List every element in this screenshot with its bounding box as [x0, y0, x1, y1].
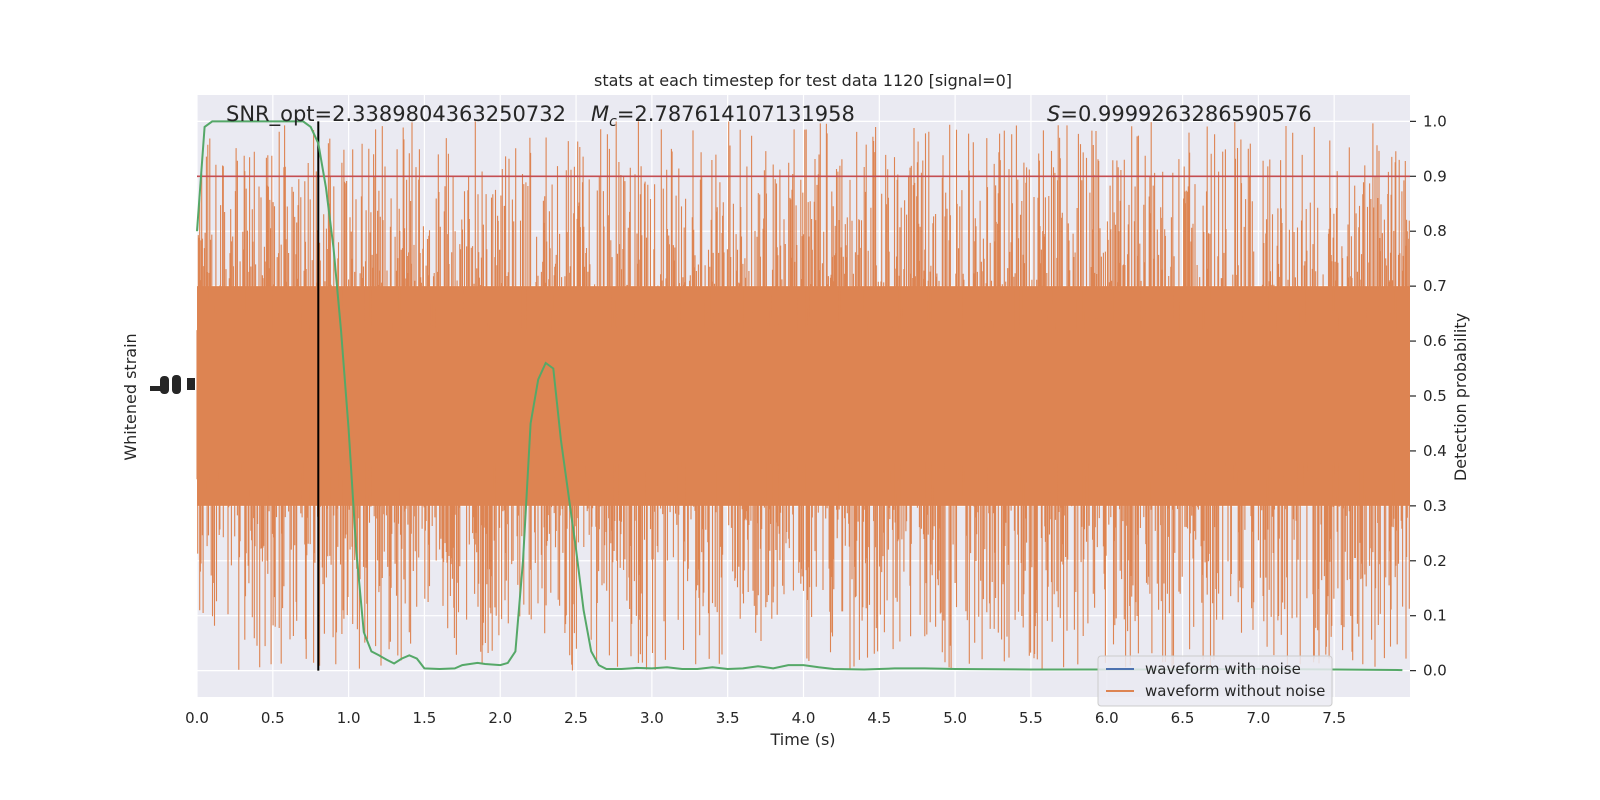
x-tick-label: 4.0: [792, 709, 816, 727]
x-tick-label: 6.0: [1095, 709, 1119, 727]
left-axis-tick-blob: [150, 375, 195, 394]
x-tick-label: 1.5: [413, 709, 437, 727]
y-tick-label: 0.3: [1423, 497, 1447, 515]
legend-label-with-noise: waveform with noise: [1145, 660, 1301, 678]
s-value: =0.9999263286590576: [1060, 102, 1311, 126]
x-tick-label: 2.0: [488, 709, 512, 727]
y-tick-label: 0.7: [1423, 277, 1447, 295]
x-axis-ticks: 0.0 0.5 1.0 1.5 2.0 2.5 3.0 3.5 4.0 4.5 5.0 5.5 6.0 6…: [185, 709, 1346, 727]
x-tick-label: 7.0: [1246, 709, 1270, 727]
mc-annotation: Mc=2.787614107131958: [591, 102, 855, 130]
x-tick-label: 1.0: [337, 709, 361, 727]
x-tick-label: 4.5: [867, 709, 891, 727]
s-symbol: S: [1047, 102, 1060, 126]
x-tick-label: 3.5: [716, 709, 740, 727]
detection-probability-line: [196, 120, 1403, 672]
x-tick-label: 6.5: [1171, 709, 1195, 727]
waveform-without-noise-series: [196, 121, 1410, 671]
x-axis-label: Time (s): [769, 730, 835, 749]
right-y-axis-label: Detection probability: [1451, 313, 1470, 481]
x-tick-label: 2.5: [564, 709, 588, 727]
y-tick-label: 0.2: [1423, 552, 1447, 570]
x-tick-label: 0.5: [261, 709, 285, 727]
y-tick-label: 0.4: [1423, 442, 1447, 460]
mc-value: =2.787614107131958: [617, 102, 855, 126]
y-tick-label: 0.9: [1423, 167, 1447, 185]
right-y-axis-ticks: 0.0 0.1 0.2 0.3 0.4 0.5 0.6 0.7 0.8 0.9 1.0: [1410, 112, 1447, 680]
mc-symbol: M: [591, 102, 609, 126]
x-tick-label: 5.0: [943, 709, 967, 727]
x-tick-label: 5.5: [1019, 709, 1043, 727]
legend-box: [1097, 655, 1333, 707]
y-tick-label: 0.6: [1423, 332, 1447, 350]
x-tick-label: 0.0: [185, 709, 209, 727]
s-annotation: S=0.9999263286590576: [1047, 102, 1312, 126]
legend: waveform with noise waveform without noi…: [1097, 655, 1333, 707]
y-tick-label: 0.8: [1423, 222, 1447, 240]
y-tick-label: 1.0: [1423, 112, 1447, 130]
left-y-axis-label: Whitened strain: [121, 333, 140, 460]
legend-label-without-noise: waveform without noise: [1145, 682, 1325, 700]
noise-spikes: [196, 121, 1410, 671]
snr-annotation: SNR_opt=2.3389804363250732: [226, 102, 566, 127]
y-tick-label: 0.1: [1423, 607, 1447, 625]
x-tick-label: 3.0: [640, 709, 664, 727]
chart-title: stats at each timestep for test data 112…: [594, 71, 1012, 90]
mc-subscript: c: [609, 114, 617, 130]
x-tick-label: 7.5: [1322, 709, 1346, 727]
y-tick-label: 0.0: [1423, 662, 1447, 680]
y-tick-label: 0.5: [1423, 387, 1447, 405]
